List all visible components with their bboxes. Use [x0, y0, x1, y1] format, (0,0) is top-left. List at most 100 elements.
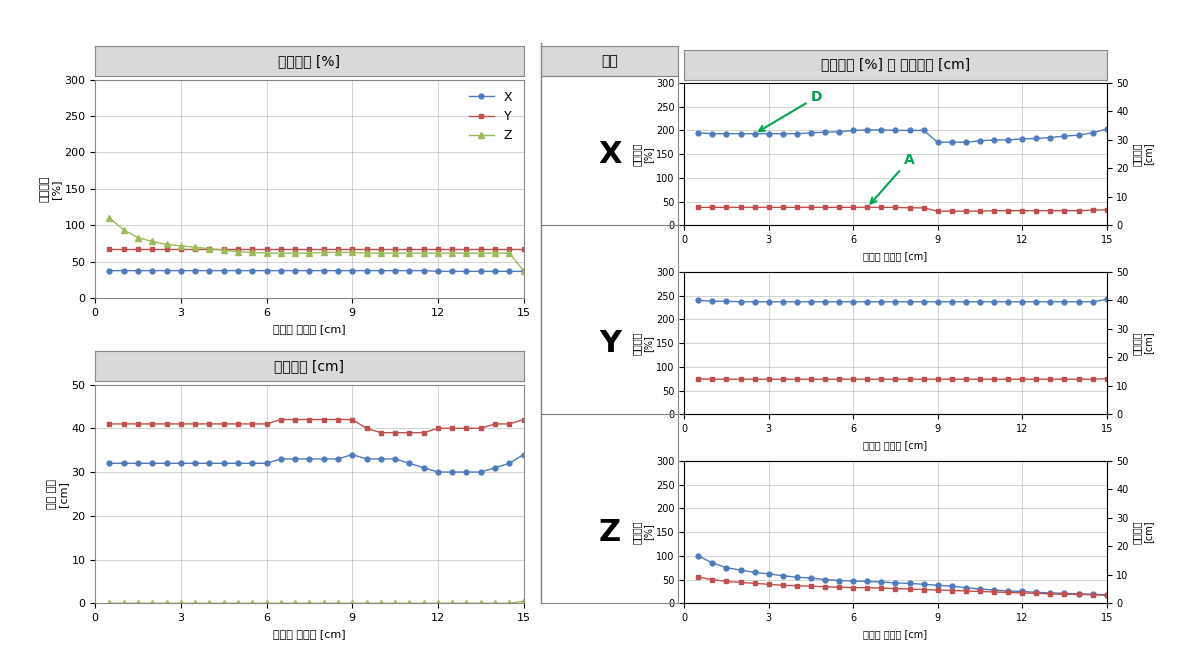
X-axis label: 스프링 원서짔 [cm]: 스프링 원서짔 [cm] — [273, 629, 346, 638]
Line: Z: Z — [107, 215, 526, 273]
X — [331, 267, 345, 274]
Z — [516, 267, 531, 274]
X — [317, 267, 331, 274]
Z — [117, 226, 131, 234]
Z — [202, 245, 217, 253]
Line: X: X — [107, 269, 526, 274]
X — [488, 267, 502, 275]
Z — [402, 249, 416, 257]
X — [217, 267, 231, 274]
Y — [474, 245, 488, 253]
Z — [159, 241, 174, 249]
Z — [231, 248, 245, 256]
Z — [459, 249, 474, 257]
Y — [488, 245, 502, 253]
X — [245, 267, 259, 274]
Y — [259, 245, 274, 253]
Y — [431, 245, 445, 253]
X — [202, 267, 217, 274]
Y — [188, 245, 202, 253]
Y — [416, 245, 431, 253]
X — [474, 267, 488, 275]
Text: 방향: 방향 — [601, 54, 619, 68]
X — [159, 267, 174, 274]
Z — [274, 249, 288, 257]
X — [459, 267, 474, 275]
Y — [131, 245, 145, 253]
Y — [145, 245, 159, 253]
X — [388, 267, 402, 274]
Y — [374, 245, 388, 253]
Y — [231, 245, 245, 253]
Text: 가속도비 [%]: 가속도비 [%] — [278, 54, 340, 68]
X — [145, 267, 159, 274]
X — [188, 267, 202, 274]
Z — [502, 249, 516, 257]
Y-axis label: 응답변위
[cm]: 응답변위 [cm] — [1132, 143, 1153, 166]
X — [102, 267, 117, 274]
Y — [288, 245, 302, 253]
Z — [374, 249, 388, 257]
Y-axis label: 응답 변위
[cm]: 응답 변위 [cm] — [46, 479, 69, 509]
X — [288, 267, 302, 274]
X — [231, 267, 245, 274]
Y — [274, 245, 288, 253]
Y — [302, 245, 317, 253]
Y — [402, 245, 416, 253]
Y — [117, 245, 131, 253]
X — [431, 267, 445, 275]
X — [374, 267, 388, 274]
Y-axis label: 가속도비
[%]: 가속도비 [%] — [632, 143, 653, 166]
Z — [102, 214, 117, 222]
X — [359, 267, 374, 274]
Y — [516, 245, 531, 253]
Z — [359, 249, 374, 257]
Y — [345, 245, 359, 253]
Z — [488, 249, 502, 257]
Text: D: D — [759, 90, 822, 131]
Z — [416, 249, 431, 257]
Y — [202, 245, 217, 253]
Text: 응답변위 [cm]: 응답변위 [cm] — [275, 359, 344, 373]
Z — [217, 246, 231, 254]
X — [402, 267, 416, 274]
Y — [359, 245, 374, 253]
X-axis label: 스프링 원치짔 [cm]: 스프링 원치짔 [cm] — [864, 251, 927, 261]
Y — [317, 245, 331, 253]
Z — [131, 234, 145, 242]
Y — [159, 245, 174, 253]
Y — [217, 245, 231, 253]
Z — [245, 249, 259, 257]
X — [274, 267, 288, 274]
X — [445, 267, 459, 275]
Y-axis label: 가속도비
[%]: 가속도비 [%] — [40, 176, 62, 202]
Text: Y: Y — [599, 329, 621, 357]
Z — [188, 243, 202, 251]
X — [516, 267, 531, 275]
Text: A: A — [871, 152, 915, 204]
Y — [174, 245, 188, 253]
Z — [388, 249, 402, 257]
Z — [259, 249, 274, 257]
Z — [317, 249, 331, 257]
X — [174, 267, 188, 274]
X — [502, 267, 516, 275]
X — [416, 267, 431, 274]
Y-axis label: 가속도비
[%]: 가속도비 [%] — [632, 332, 653, 355]
Legend: X, Y, Z: X, Y, Z — [464, 86, 518, 147]
X — [302, 267, 317, 274]
Z — [174, 242, 188, 250]
Y-axis label: 응답변위
[cm]: 응답변위 [cm] — [1132, 332, 1153, 355]
X — [117, 267, 131, 274]
X-axis label: 스프링 원치짔 [cm]: 스프링 원치짔 [cm] — [864, 629, 927, 638]
Z — [288, 249, 302, 257]
Y — [245, 245, 259, 253]
Text: 가속도비 [%] 및 응답변위 [cm]: 가속도비 [%] 및 응답변위 [cm] — [821, 58, 970, 72]
Y — [331, 245, 345, 253]
Y — [445, 245, 459, 253]
X-axis label: 스프링 원서짔 [cm]: 스프링 원서짔 [cm] — [273, 324, 346, 333]
X — [345, 267, 359, 274]
Z — [345, 249, 359, 257]
X — [259, 267, 274, 274]
Y-axis label: 가속도비
[%]: 가속도비 [%] — [632, 520, 653, 544]
